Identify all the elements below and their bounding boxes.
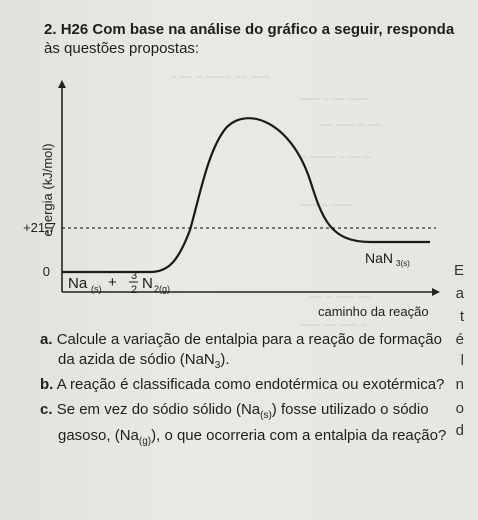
edge-letter: n: [455, 376, 464, 393]
question-c: c. Se em vez do sódio sólido (Na(s)) fos…: [40, 400, 455, 452]
x-axis-arrow: [432, 288, 440, 296]
bleed-through-text: ~~~ ~~ ~~~ ~: [300, 318, 368, 332]
svg-text:(s): (s): [91, 284, 102, 294]
question-c-subscript-1: (s): [260, 410, 272, 421]
question-b: b. A reação é classificada como endotérm…: [40, 375, 455, 395]
question-c-text-line2: gasoso, (Na: [58, 427, 139, 444]
reaction-curve: [62, 117, 430, 274]
svg-text:Na: Na: [68, 275, 88, 292]
question-c-mid: ) fosse utilizado o sódio: [271, 401, 429, 418]
svg-text:2: 2: [131, 284, 137, 296]
x-axis-label: caminho da reação: [318, 304, 429, 319]
y-axis-arrow: [58, 80, 66, 88]
bleed-through-text: ~ ~~~~ ~ ~~ ~: [300, 150, 371, 164]
edge-letter: t: [459, 308, 464, 325]
y-tick-label-top: +21,7: [23, 220, 56, 235]
question-c-subscript-2: (g): [138, 436, 152, 447]
question-b-text: A reação é classificada como endotérmica…: [56, 376, 445, 393]
bleed-through-text: ~~ ~~~ ~ ~~: [320, 118, 381, 132]
question-c-letter: c.: [40, 401, 53, 418]
svg-text:+: +: [108, 274, 117, 291]
energy-diagram: energia (kJ/mol) +21,7 0 Na (s) + 3 2 N …: [23, 80, 440, 319]
question-b-letter: b.: [40, 376, 54, 393]
edge-letter: E: [453, 262, 464, 279]
question-c-text-line1: Se em vez do sódio sólido (Na: [56, 401, 261, 418]
bleed-through-text: ~~ ~ ~~~ ~~: [310, 290, 371, 304]
y-axis-label: energia (kJ/mol): [40, 143, 55, 236]
question-a-end: ).: [220, 351, 230, 368]
svg-text:N: N: [142, 275, 153, 292]
edge-letter: l: [460, 352, 464, 369]
question-a-text-line2: da azida de sódio (NaN: [58, 351, 215, 368]
product-label: NaN 3(s): [365, 250, 410, 268]
svg-text:3: 3: [131, 270, 137, 282]
heading-line2: às questões propostas:: [44, 40, 200, 57]
question-a-text-line1: Calcule a variação de entalpia para a re…: [56, 331, 442, 348]
question-heading: 2. H26 Com base na análise do gráfico a …: [44, 20, 474, 58]
edge-letter: é: [455, 331, 464, 348]
svg-text:3(s): 3(s): [396, 259, 410, 268]
question-number: 2.: [44, 21, 57, 38]
svg-text:2(g): 2(g): [154, 284, 170, 294]
question-a: a. Calcule a variação de entalpia para a…: [40, 330, 455, 376]
heading-line1: Com base na análise do gráfico a seguir,…: [92, 21, 455, 38]
question-a-letter: a.: [40, 331, 53, 348]
edge-letter: d: [455, 422, 464, 439]
question-c-end: ), o que ocorreria com a entalpia da rea…: [151, 427, 447, 444]
question-a-subscript: 3: [214, 360, 221, 371]
y-tick-label-zero: 0: [43, 264, 50, 279]
edge-letter: o: [455, 400, 464, 417]
svg-text:NaN: NaN: [365, 250, 393, 266]
bleed-through-text: ~~~ ~ ~~~: [300, 198, 352, 212]
edge-letter: a: [455, 285, 464, 302]
reactant-label: Na (s) + 3 2 N 2(g): [68, 270, 170, 296]
bleed-through-text: ~~~ ~ ~~ ~~~: [300, 92, 368, 106]
question-code: H26: [60, 21, 89, 38]
bleed-through-text: ~ ~~ ~ ~~~~ ~~ ~~~: [170, 70, 270, 84]
